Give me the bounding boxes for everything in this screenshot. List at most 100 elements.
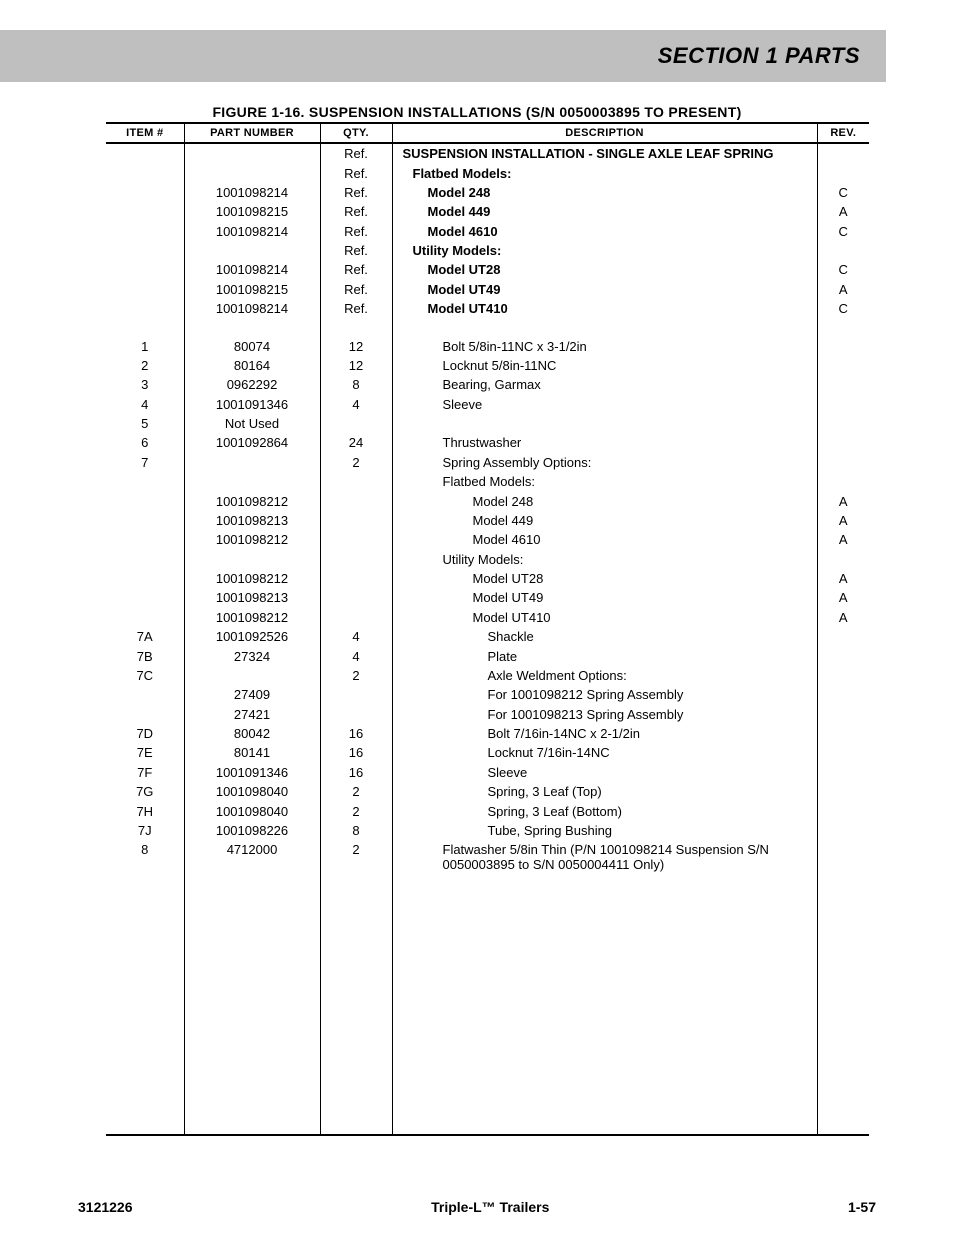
cell-part: 80074 (184, 336, 320, 355)
cell-rev: C (817, 222, 869, 241)
cell-rev: A (817, 511, 869, 530)
cell-part: Not Used (184, 414, 320, 433)
cell-qty: 2 (320, 666, 392, 685)
cell-desc: Model 449 (392, 511, 817, 530)
cell-part: 1001098214 (184, 222, 320, 241)
cell-item: 5 (106, 414, 184, 433)
cell-qty: Ref. (320, 299, 392, 318)
figure-title: FIGURE 1-16. SUSPENSION INSTALLATIONS (S… (0, 104, 954, 120)
cell-part: 27421 (184, 705, 320, 724)
cell-rev (817, 627, 869, 646)
cell-part: 1001098212 (184, 608, 320, 627)
section-title: SECTION 1 PARTS (658, 43, 860, 69)
cell-desc: Model 4610 (392, 530, 817, 549)
cell-desc: Axle Weldment Options: (392, 666, 817, 685)
cell-rev: A (817, 202, 869, 221)
cell-rev (817, 241, 869, 260)
cell-item (106, 685, 184, 704)
cell-item (106, 705, 184, 724)
cell-desc: Model 248 (392, 183, 817, 202)
cell-qty: Ref. (320, 202, 392, 221)
cell-part: 1001098212 (184, 491, 320, 510)
table-header-row: ITEM # PART NUMBER QTY. DESCRIPTION REV. (106, 123, 869, 143)
footer-left: 3121226 (78, 1199, 133, 1215)
cell-desc: Model UT28 (392, 260, 817, 279)
cell-desc: Model 4610 (392, 222, 817, 241)
cell-rev (817, 666, 869, 685)
cell-desc: Model 449 (392, 202, 817, 221)
cell-qty: 12 (320, 356, 392, 375)
cell-rev (817, 646, 869, 665)
table-row: 1001098214Ref.Model 248C (106, 183, 869, 202)
cell-qty: 16 (320, 743, 392, 762)
table-row: 28016412Locknut 5/8in-11NC (106, 356, 869, 375)
cell-qty: 16 (320, 724, 392, 743)
cell-qty: Ref. (320, 280, 392, 299)
table-row: 1001098214Ref.Model UT410C (106, 299, 869, 318)
cell-rev (817, 550, 869, 569)
table-row: 7B273244Plate (106, 646, 869, 665)
table-row: 1001098213Model 449A (106, 511, 869, 530)
cell-desc: Utility Models: (392, 550, 817, 569)
cell-desc: Sleeve (392, 763, 817, 782)
cell-item: 7D (106, 724, 184, 743)
cell-item (106, 608, 184, 627)
cell-part: 80042 (184, 724, 320, 743)
table-row: 27409For 1001098212 Spring Assembly (106, 685, 869, 704)
table-row: 1001098212Model UT28A (106, 569, 869, 588)
cell-desc: SUSPENSION INSTALLATION - SINGLE AXLE LE… (392, 143, 817, 163)
cell-part: 1001098213 (184, 588, 320, 607)
cell-rev: C (817, 260, 869, 279)
cell-rev: A (817, 588, 869, 607)
cell-rev: A (817, 280, 869, 299)
cell-qty: Ref. (320, 241, 392, 260)
cell-item: 3 (106, 375, 184, 394)
cell-desc: Model 248 (392, 491, 817, 510)
cell-desc: Spring, 3 Leaf (Top) (392, 782, 817, 801)
cell-desc: Flatbed Models: (392, 472, 817, 491)
cell-rev (817, 453, 869, 472)
cell-item: 4 (106, 395, 184, 414)
cell-item (106, 588, 184, 607)
cell-part (184, 453, 320, 472)
table-filler-row (106, 875, 869, 1135)
table-row: Ref.Flatbed Models: (106, 163, 869, 182)
cell-qty: 2 (320, 782, 392, 801)
cell-desc: Flatwasher 5/8in Thin (P/N 1001098214 Su… (392, 840, 817, 874)
cell-qty: 2 (320, 840, 392, 874)
col-header-item: ITEM # (106, 123, 184, 143)
cell-item (106, 550, 184, 569)
cell-item (106, 260, 184, 279)
cell-item: 7F (106, 763, 184, 782)
cell-desc: Locknut 5/8in-11NC (392, 356, 817, 375)
table-row: 410010913464Sleeve (106, 395, 869, 414)
cell-part: 1001098226 (184, 821, 320, 840)
cell-qty (320, 685, 392, 704)
cell-qty (320, 608, 392, 627)
col-header-desc: DESCRIPTION (392, 123, 817, 143)
cell-rev (817, 143, 869, 163)
cell-qty: 2 (320, 801, 392, 820)
cell-rev (817, 705, 869, 724)
cell-item (106, 163, 184, 182)
cell-qty (320, 588, 392, 607)
cell-rev (817, 782, 869, 801)
cell-rev: A (817, 491, 869, 510)
cell-part: 27409 (184, 685, 320, 704)
cell-desc: Model UT49 (392, 588, 817, 607)
cell-rev (817, 840, 869, 874)
cell-qty: 12 (320, 336, 392, 355)
cell-desc: Model UT28 (392, 569, 817, 588)
cell-qty (320, 569, 392, 588)
table-row: 1001098215Ref.Model UT49A (106, 280, 869, 299)
cell-part: 1001091346 (184, 395, 320, 414)
cell-desc: Plate (392, 646, 817, 665)
cell-desc: Sleeve (392, 395, 817, 414)
cell-desc: Flatbed Models: (392, 163, 817, 182)
table-row: Ref.SUSPENSION INSTALLATION - SINGLE AXL… (106, 143, 869, 163)
table-row: 1001098213 Model UT49A (106, 588, 869, 607)
table-row: 7F100109134616Sleeve (106, 763, 869, 782)
cell-part: 1001098212 (184, 530, 320, 549)
cell-rev (817, 433, 869, 452)
cell-desc: Bolt 7/16in-14NC x 2-1/2in (392, 724, 817, 743)
